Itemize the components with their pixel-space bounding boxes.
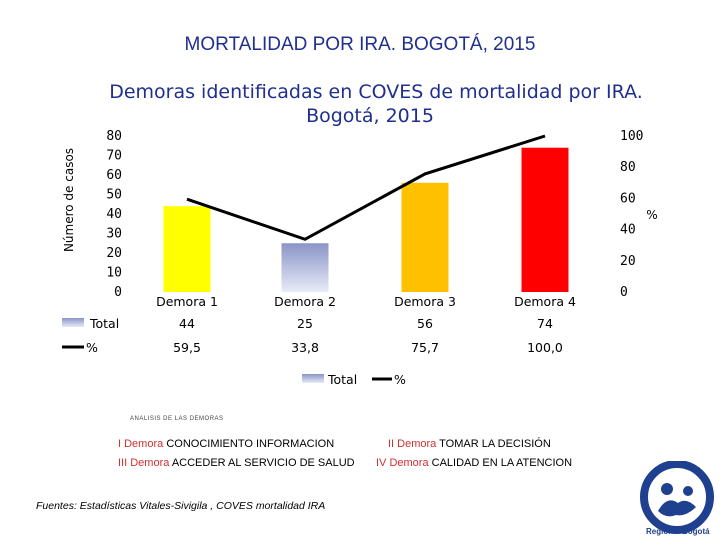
- source-note: Fuentes: Estadísticas Vitales-Sivigila ,…: [36, 500, 326, 512]
- y-tick-label-right: 80: [620, 160, 636, 175]
- table-cell-percent: 100,0: [527, 340, 563, 355]
- percent-line: [186, 134, 546, 241]
- demora-code: III Demora: [118, 457, 170, 469]
- demora-text: ACCEDER AL SERVICIO DE SALUD: [171, 457, 355, 469]
- table-row-label-percent: %: [86, 340, 98, 355]
- y-tick-label: 60: [106, 168, 122, 183]
- demora-note-4: IV Demora CALIDAD EN LA ATENCION: [376, 457, 572, 469]
- table-cell-total: 74: [537, 316, 553, 331]
- table-cell-total: 44: [179, 316, 195, 331]
- bar-demora-4: [521, 147, 569, 292]
- bar-demora-2: [281, 243, 329, 292]
- y-tick-label: 0: [114, 285, 122, 300]
- chart: Demoras identificadas en COVES de mortal…: [62, 81, 658, 387]
- demora-code: IV Demora: [376, 457, 429, 469]
- legend-label-total: Total: [327, 372, 357, 387]
- demora-note-2: II Demora TOMAR LA DECISIÓN: [388, 438, 551, 450]
- logo-figures-icon: [658, 500, 696, 517]
- category-label: Demora 3: [394, 294, 456, 309]
- demora-text: TOMAR LA DECISIÓN: [439, 438, 551, 450]
- table-cell-total: 25: [297, 316, 313, 331]
- chart-title-line2: Bogotá, 2015: [306, 105, 434, 127]
- page-title: MORTALIDAD POR IRA. BOGOTÁ, 2015: [184, 34, 536, 55]
- logo-text: Regional Bogotá: [646, 527, 710, 536]
- y-tick-label: 20: [106, 246, 122, 261]
- bar-demora-1: [163, 206, 211, 292]
- table-row-label-total: Total: [89, 316, 119, 331]
- demora-text: CONOCIMIENTO INFORMACION: [166, 438, 335, 450]
- logo-ring: [640, 461, 714, 534]
- table-swatch-total: [62, 318, 84, 327]
- table-cell-total: 56: [417, 316, 433, 331]
- legend-swatch-total: [302, 374, 324, 383]
- y-tick-label-right: 20: [620, 254, 636, 269]
- demora-code: II Demora: [388, 438, 437, 450]
- y-axis-label: Número de casos: [62, 148, 76, 252]
- y-tick-label: 50: [106, 188, 122, 203]
- y-tick-label: 40: [106, 207, 122, 222]
- y-tick-label-right: 40: [620, 223, 636, 238]
- demora-note-3: III Demora ACCEDER AL SERVICIO DE SALUD: [118, 457, 355, 469]
- legend-label-percent: %: [394, 372, 406, 387]
- y-tick-label: 80: [106, 129, 122, 144]
- logo: [640, 461, 714, 534]
- table-cell-percent: 33,8: [291, 340, 319, 355]
- category-label: Demora 4: [514, 294, 576, 309]
- category-label: Demora 2: [274, 294, 336, 309]
- y-tick-label: 30: [106, 227, 122, 242]
- table-cell-percent: 75,7: [411, 340, 439, 355]
- y-tick-label-right: 100: [620, 129, 643, 144]
- analysis-caption: ANALISIS DE LAS DEMORAS: [130, 416, 224, 422]
- chart-title-line1: Demoras identificadas en COVES de mortal…: [109, 81, 643, 103]
- demora-code: I Demora: [118, 438, 164, 450]
- table-cell-percent: 59,5: [173, 340, 201, 355]
- y-axis-label-right: %: [646, 208, 657, 222]
- demora-note-1: I Demora CONOCIMIENTO INFORMACION: [118, 438, 334, 450]
- logo-child-head: [683, 486, 693, 496]
- y-tick-label-right: 60: [620, 191, 636, 206]
- logo-figure-head: [661, 483, 673, 495]
- bar-demora-3: [401, 182, 449, 292]
- demora-text: CALIDAD EN LA ATENCION: [431, 457, 573, 469]
- y-tick-label: 10: [106, 266, 122, 281]
- y-tick-label: 70: [106, 149, 122, 164]
- y-tick-label-right: 0: [620, 285, 628, 300]
- category-label: Demora 1: [156, 294, 218, 309]
